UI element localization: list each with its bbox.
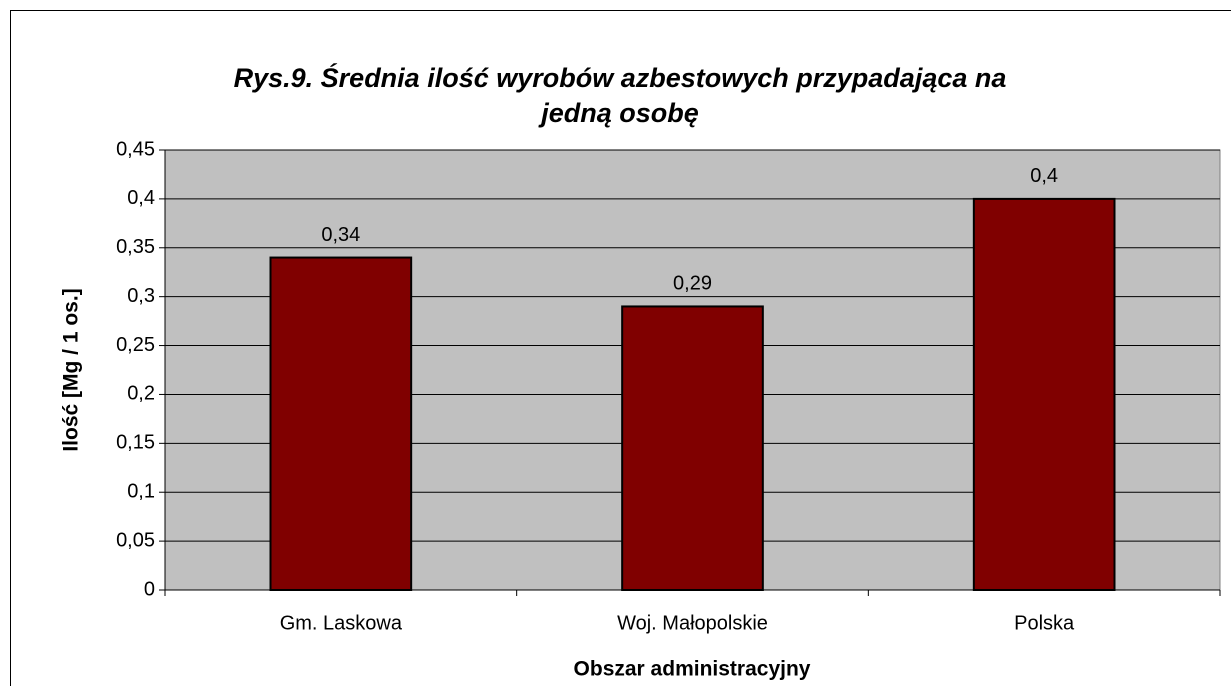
data-label: 0,34	[321, 224, 360, 246]
chart-title: jedną osobę	[538, 98, 699, 128]
y-tick-label: 0,15	[116, 432, 155, 454]
y-tick-label: 0,35	[116, 236, 155, 258]
bar	[972, 197, 1116, 591]
x-tick-label: Woj. Małopolskie	[617, 612, 768, 634]
y-tick-label: 0,25	[116, 334, 155, 356]
y-tick-label: 0,2	[127, 383, 155, 405]
x-axis-title: Obszar administracyjny	[574, 658, 811, 681]
bar	[269, 256, 413, 591]
bar	[621, 305, 764, 591]
y-tick-label: 0,1	[127, 481, 155, 503]
y-tick-label: 0,05	[116, 529, 155, 551]
data-label: 0,4	[1030, 165, 1058, 187]
y-tick-label: 0	[144, 578, 155, 600]
chart-title: Rys.9. Średnia ilość wyrobów azbestowych…	[234, 62, 1007, 93]
x-tick-label: Polska	[1014, 612, 1075, 634]
x-tick-label: Gm. Laskowa	[280, 612, 403, 634]
y-tick-label: 0,3	[127, 285, 155, 307]
y-tick-label: 0,45	[116, 138, 155, 160]
y-axis-title: Ilość [Mg / 1 os.]	[60, 288, 83, 451]
data-label: 0,29	[673, 273, 712, 295]
y-tick-label: 0,4	[127, 187, 155, 209]
